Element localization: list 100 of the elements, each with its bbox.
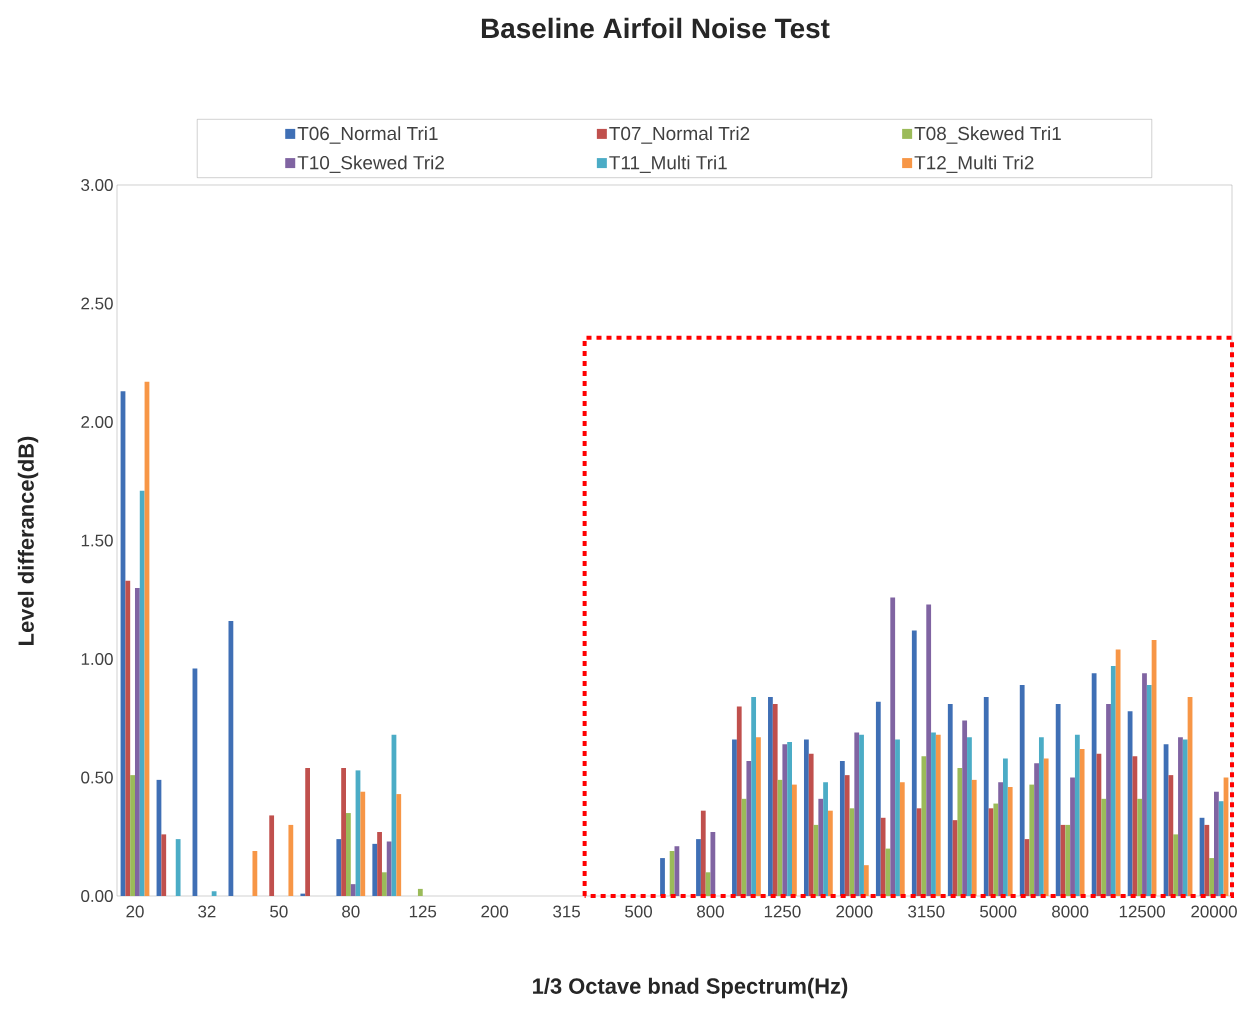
bar [134,587,140,896]
bar [935,734,941,896]
x-tick-label: 80 [342,905,360,918]
bar [983,696,989,896]
bar [300,893,306,896]
bar [161,834,167,896]
bar [288,824,294,896]
bar [1038,737,1044,896]
bar [1043,758,1049,896]
x-tick-label: 125 [409,905,437,918]
bar [386,841,392,896]
bar [396,794,402,896]
bar [926,604,932,896]
legend-label: T06_Normal Tri1 [297,126,438,144]
bar [818,798,824,896]
bar [1091,673,1097,896]
legend-label: T07_Normal Tri2 [609,126,750,144]
bar [1115,649,1121,896]
bar [350,884,356,896]
x-tick-label: 12500 [1119,905,1165,918]
bar [1007,786,1013,896]
bar [880,817,886,896]
bar [1178,737,1183,896]
bar [736,706,742,896]
bar [1003,758,1008,896]
bar [823,782,828,896]
bar [1142,673,1147,896]
bar [139,490,145,896]
bar [756,737,761,896]
x-tick-label: 20 [126,905,144,918]
bar [1110,666,1116,896]
bar [1132,756,1138,896]
x-tick-label: 32 [198,905,216,918]
x-tick-label: 5000 [980,905,1017,918]
bar [875,701,881,896]
bar [921,756,927,896]
bar [669,850,675,896]
legend-label: T12_Multi Tri2 [914,155,1034,173]
bar [1204,824,1210,896]
bar [746,760,752,896]
bar [971,779,977,896]
bar [381,872,387,896]
bar [696,839,701,896]
bar [1070,777,1075,896]
bar [890,597,896,896]
bar [700,810,706,896]
bar [1168,775,1174,896]
bar [993,803,999,896]
bar [895,739,900,896]
bar [1209,858,1215,896]
y-tick-label: 1.00 [81,653,113,665]
bar [1074,734,1080,896]
bar [125,580,131,896]
bar [1106,704,1111,896]
x-tick-label: 800 [697,905,724,918]
bar [1214,791,1219,896]
bar [751,696,757,896]
bar [931,732,936,896]
bar [899,782,905,896]
bar [947,704,953,896]
bar [175,839,181,896]
bar [859,734,864,896]
bar [863,865,869,896]
bar [336,839,342,896]
bar [911,630,917,896]
bar [1034,763,1039,896]
bar [957,768,963,896]
bar [844,775,850,896]
bar [1101,798,1107,896]
bar [1055,704,1061,896]
bar [787,741,792,896]
bar [998,782,1004,896]
bar [360,791,366,896]
bar [1065,824,1071,896]
x-tick-label: 20000 [1191,905,1237,918]
bar [782,744,788,896]
bar [1079,749,1085,896]
bar [732,739,737,896]
y-axis-title: Level differance(dB) [17,436,39,645]
bar [346,813,351,896]
bar [1019,685,1025,896]
bar [967,737,972,896]
x-tick-label: 8000 [1052,905,1089,918]
bar [305,768,311,896]
x-tick-label: 3150 [908,905,945,918]
bar [660,858,665,896]
bar [772,704,778,896]
bar [803,739,809,896]
bar [417,888,423,896]
y-tick-label: 0.00 [81,890,113,902]
x-tick-label: 500 [625,905,653,918]
y-tick-label: 3.00 [81,179,113,191]
bar [792,784,797,896]
bar [710,832,716,896]
bar [1137,798,1143,896]
bar [1146,685,1152,896]
y-tick-label: 0.50 [81,771,113,784]
bar [211,891,217,896]
bar [372,843,378,896]
bar [1029,784,1035,896]
